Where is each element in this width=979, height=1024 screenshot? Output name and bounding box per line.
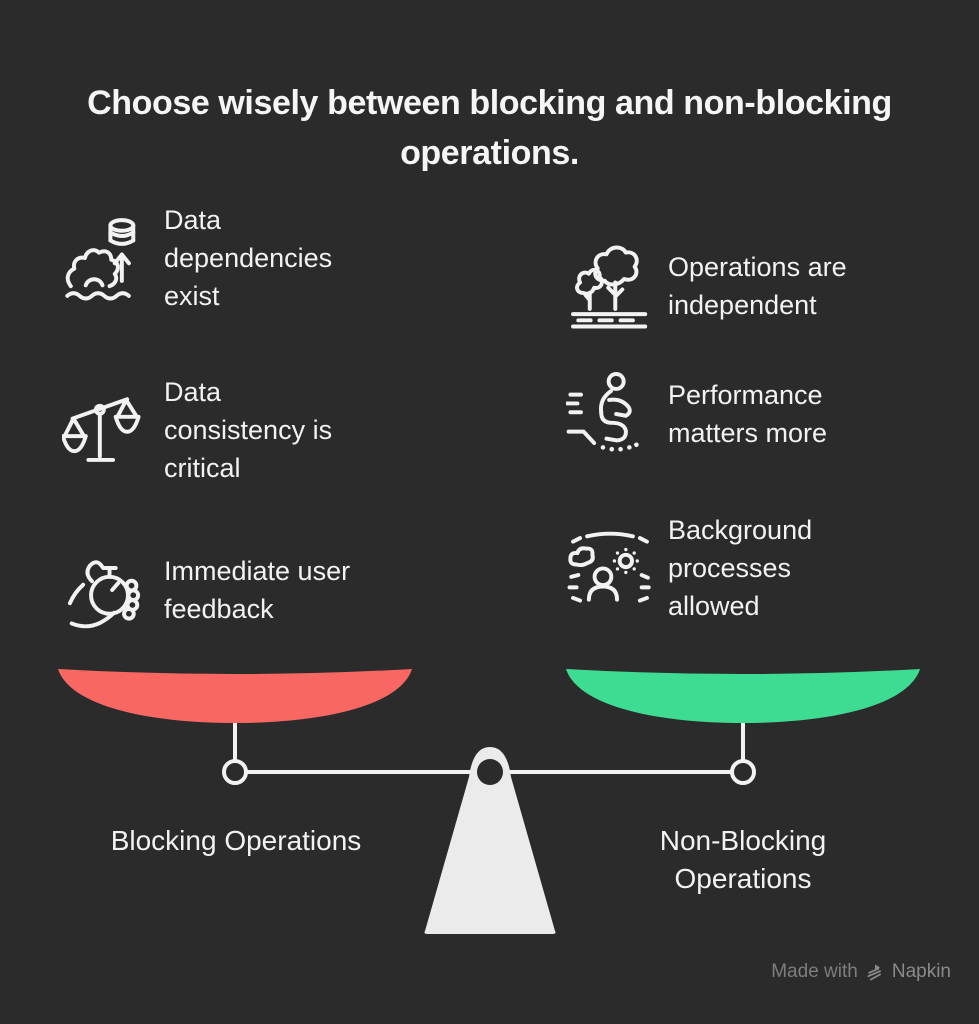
left-hinge-ring	[222, 759, 248, 785]
list-item-label: Data consistency is critical	[164, 377, 333, 483]
watermark-prefix: Made with	[771, 961, 858, 982]
list-item-independent-operations: Operations are independent	[566, 238, 847, 334]
balance-scale-graphic	[58, 669, 920, 934]
list-item-label: Immediate user feedback	[164, 556, 351, 624]
right-hinge-ring	[730, 759, 756, 785]
list-item-performance: Performance matters more	[564, 366, 828, 462]
napkin-logo-icon	[867, 964, 881, 981]
list-item-label: Background processes allowed	[668, 515, 813, 621]
made-with-napkin-watermark: Made with Napkin	[771, 961, 951, 983]
watermark-brand: Napkin	[891, 961, 951, 982]
data-dependencies-icon	[62, 210, 150, 306]
page-title-line1: Choose wisely between blocking and non-b…	[87, 84, 892, 122]
fulcrum-hole	[477, 759, 503, 785]
non-blocking-pan	[566, 669, 920, 723]
non-blocking-operations-label: Non-Blocking Operations	[659, 825, 827, 894]
blocking-operations-label: Blocking Operations	[110, 825, 362, 856]
list-item-label: Operations are independent	[668, 252, 847, 320]
page-title-line2: operations.	[400, 134, 579, 172]
immediate-feedback-icon	[62, 542, 150, 638]
performance-icon	[564, 366, 654, 462]
independent-operations-icon	[566, 238, 654, 334]
fulcrum	[424, 747, 556, 934]
page-title: Choose wisely between blocking and non-b…	[0, 78, 979, 178]
list-item-data-consistency: Data consistency is critical	[60, 372, 333, 488]
background-processes-icon	[566, 520, 654, 616]
pan-stems	[233, 723, 745, 761]
list-item-label: Performance matters more	[668, 380, 828, 448]
list-item-label: Data dependencies exist	[164, 205, 333, 311]
list-item-immediate-feedback: Immediate user feedback	[62, 542, 350, 638]
blocking-pan	[58, 669, 412, 723]
data-consistency-icon	[60, 382, 150, 478]
list-item-background-processes: Background processes allowed	[566, 510, 812, 626]
list-item-data-dependencies: Data dependencies exist	[62, 200, 332, 316]
